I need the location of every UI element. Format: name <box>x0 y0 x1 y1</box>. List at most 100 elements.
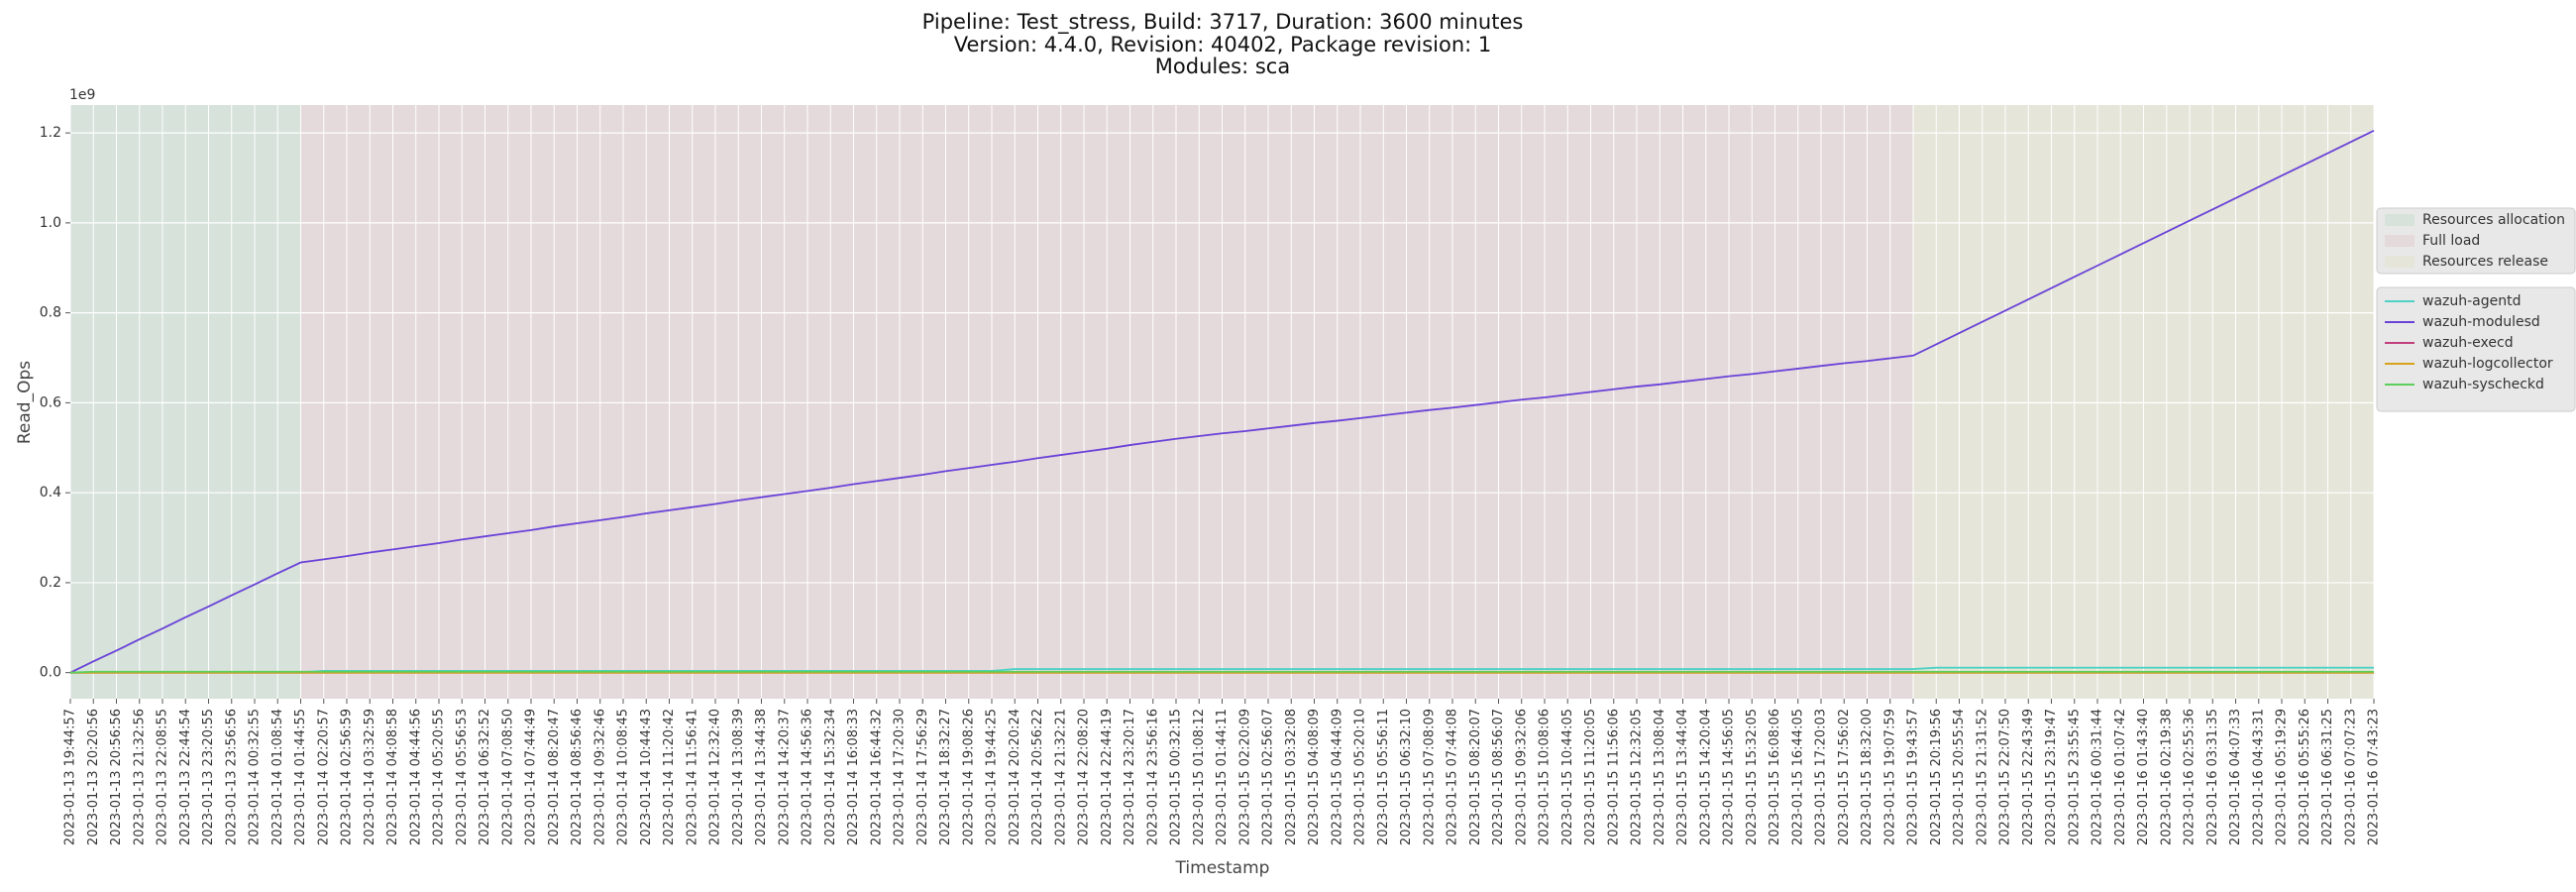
x-tick-label: 2023-01-16 01:43:40 <box>2136 709 2151 845</box>
x-tick-label: 2023-01-16 06:31:25 <box>2320 709 2335 845</box>
x-tick-label: 2023-01-15 06:32:10 <box>1399 709 1414 845</box>
x-tick-label: 2023-01-14 07:44:49 <box>524 709 539 845</box>
x-tick-label: 2023-01-15 01:08:12 <box>1192 709 1207 845</box>
x-tick-label: 2023-01-15 08:20:07 <box>1468 709 1483 845</box>
x-tick-label: 2023-01-14 02:56:59 <box>340 709 355 845</box>
y-tick-label: 0.0 <box>40 665 61 681</box>
x-tick-label: 2023-01-15 01:44:11 <box>1215 709 1230 845</box>
x-tick-label: 2023-01-14 16:08:33 <box>846 709 861 845</box>
x-tick-label: 2023-01-15 19:43:57 <box>1906 709 1921 845</box>
legend-box <box>2376 207 2576 275</box>
legend-label: Resources allocation <box>2422 212 2565 228</box>
x-tick-label: 2023-01-15 18:32:00 <box>1860 709 1875 845</box>
x-tick-label: 2023-01-15 05:56:11 <box>1376 709 1391 845</box>
y-tick-label: 0.8 <box>40 305 61 321</box>
x-tick-label: 2023-01-15 04:44:09 <box>1330 709 1344 845</box>
x-tick-label: 2023-01-15 19:07:59 <box>1882 709 1897 845</box>
x-tick-label: 2023-01-14 10:44:43 <box>639 709 654 845</box>
x-tick-label: 2023-01-13 20:56:56 <box>109 709 124 845</box>
y-tick-label: 0.6 <box>40 394 61 410</box>
legend-label: Resources release <box>2422 254 2548 270</box>
x-tick-label: 2023-01-16 04:43:31 <box>2251 709 2266 845</box>
x-tick-label: 2023-01-16 07:07:23 <box>2343 709 2358 845</box>
x-tick-label: 2023-01-14 20:20:24 <box>1008 709 1022 845</box>
x-tick-label: 2023-01-14 07:08:50 <box>500 709 515 845</box>
x-tick-label: 2023-01-16 05:19:29 <box>2275 709 2290 845</box>
x-tick-label: 2023-01-14 17:20:30 <box>893 709 908 845</box>
y-tick-label: 1.2 <box>40 125 61 141</box>
x-tick-label: 2023-01-14 15:32:34 <box>823 709 838 845</box>
x-tick-label: 2023-01-15 00:32:15 <box>1169 709 1184 845</box>
x-tick-label: 2023-01-13 22:08:55 <box>156 709 170 845</box>
x-tick-label: 2023-01-15 22:07:50 <box>1998 709 2013 845</box>
x-tick-label: 2023-01-14 17:56:29 <box>915 709 930 845</box>
x-tick-label: 2023-01-15 13:08:04 <box>1653 709 1667 845</box>
x-tick-label: 2023-01-13 22:44:54 <box>178 709 193 845</box>
x-tick-label: 2023-01-15 22:43:49 <box>2021 709 2036 845</box>
x-tick-label: 2023-01-13 19:44:57 <box>63 709 78 845</box>
x-tick-label: 2023-01-13 23:20:55 <box>201 709 216 845</box>
x-axis-label: Timestamp <box>1175 858 1270 878</box>
x-tick-label: 2023-01-14 16:44:32 <box>869 709 884 845</box>
x-tick-label: 2023-01-15 07:44:08 <box>1446 709 1460 845</box>
x-tick-label: 2023-01-15 20:55:54 <box>1952 709 1967 845</box>
legend-label: wazuh-agentd <box>2422 293 2522 309</box>
y-tick-label: 0.2 <box>40 575 61 591</box>
x-tick-label: 2023-01-15 20:19:56 <box>1929 709 1944 845</box>
y-axis-label: Read_Ops <box>15 361 35 444</box>
x-tick-label: 2023-01-14 18:32:27 <box>938 709 953 845</box>
chart-title: Pipeline: Test_stress, Build: 3717, Dura… <box>922 10 1524 35</box>
x-tick-label: 2023-01-15 23:55:45 <box>2067 709 2082 845</box>
x-tick-label: 2023-01-14 22:08:20 <box>1077 709 1092 845</box>
x-tick-label: 2023-01-14 01:08:54 <box>270 709 285 845</box>
x-tick-label: 2023-01-14 11:56:41 <box>685 709 699 845</box>
chart-subtitle: Modules: sca <box>1155 55 1290 78</box>
x-tick-label: 2023-01-15 15:32:05 <box>1745 709 1760 845</box>
x-tick-label: 2023-01-14 21:32:21 <box>1053 709 1068 845</box>
x-tick-label: 2023-01-15 17:56:02 <box>1837 709 1852 845</box>
x-tick-label: 2023-01-15 10:08:06 <box>1538 709 1553 845</box>
x-tick-label: 2023-01-14 05:20:55 <box>432 709 447 845</box>
x-tick-label: 2023-01-13 21:32:56 <box>132 709 147 845</box>
y-tick-label: 1.0 <box>40 215 61 231</box>
x-tick-label: 2023-01-14 13:44:38 <box>754 709 769 845</box>
x-tick-label: 2023-01-16 02:19:38 <box>2159 709 2174 845</box>
x-tick-label: 2023-01-15 10:44:05 <box>1560 709 1575 845</box>
x-tick-label: 2023-01-13 23:56:56 <box>224 709 239 845</box>
y-tick-label: 0.4 <box>40 485 61 501</box>
x-tick-label: 2023-01-15 13:44:04 <box>1675 709 1690 845</box>
x-tick-label: 2023-01-14 08:20:47 <box>547 709 562 845</box>
x-tick-label: 2023-01-14 13:08:39 <box>731 709 746 845</box>
x-tick-label: 2023-01-16 03:31:35 <box>2205 709 2220 845</box>
x-tick-label: 2023-01-14 11:20:42 <box>662 709 677 845</box>
x-tick-label: 2023-01-15 02:20:09 <box>1237 709 1252 845</box>
legend-label: wazuh-syscheckd <box>2422 377 2544 392</box>
x-tick-label: 2023-01-15 11:56:06 <box>1606 709 1621 845</box>
x-tick-label: 2023-01-15 11:20:05 <box>1583 709 1598 845</box>
x-tick-label: 2023-01-14 03:32:59 <box>363 709 377 845</box>
x-tick-label: 2023-01-14 14:20:37 <box>777 709 792 845</box>
x-tick-label: 2023-01-16 00:31:44 <box>2091 709 2105 845</box>
x-tick-label: 2023-01-15 04:08:09 <box>1307 709 1322 845</box>
x-tick-label: 2023-01-15 07:08:09 <box>1422 709 1437 845</box>
x-tick-label: 2023-01-16 07:43:23 <box>2367 709 2382 845</box>
x-tick-label: 2023-01-14 23:56:16 <box>1145 709 1160 845</box>
x-tick-label: 2023-01-15 16:44:05 <box>1790 709 1805 845</box>
x-tick-label: 2023-01-14 04:44:56 <box>408 709 423 845</box>
x-tick-label: 2023-01-14 08:56:46 <box>570 709 585 845</box>
x-tick-label: 2023-01-14 06:32:52 <box>478 709 492 845</box>
x-tick-label: 2023-01-15 16:08:06 <box>1768 709 1782 845</box>
legend-patch <box>2385 235 2415 247</box>
x-tick-label: 2023-01-14 20:56:22 <box>1030 709 1045 845</box>
x-tick-label: 2023-01-16 04:07:33 <box>2228 709 2243 845</box>
x-tick-label: 2023-01-15 09:32:06 <box>1514 709 1529 845</box>
x-tick-label: 2023-01-14 23:20:17 <box>1123 709 1137 845</box>
chart-subtitle: Version: 4.4.0, Revision: 40402, Package… <box>954 33 1492 56</box>
x-tick-label: 2023-01-14 09:32:46 <box>592 709 607 845</box>
legend-label: wazuh-execd <box>2422 335 2514 351</box>
x-tick-label: 2023-01-15 02:56:07 <box>1261 709 1276 845</box>
x-tick-label: 2023-01-16 05:55:26 <box>2298 709 2312 845</box>
series-line <box>69 130 2375 674</box>
legend-label: wazuh-logcollector <box>2422 356 2553 372</box>
